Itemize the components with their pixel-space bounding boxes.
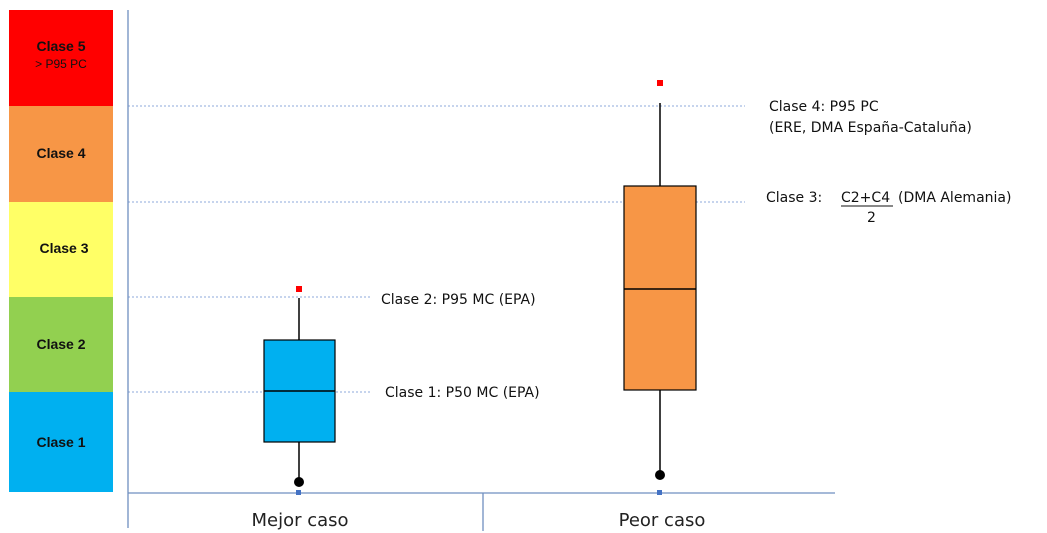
band-sublabel-clase-5: > P95 PC <box>35 57 87 71</box>
low-marker-peor-caso <box>657 490 662 495</box>
category-label-peor-caso: Peor caso <box>619 510 706 531</box>
band-label-clase-1: Clase 1 <box>36 434 85 450</box>
outlier-low-mejor-caso <box>294 477 304 487</box>
band-clase-2 <box>9 297 113 392</box>
boxplot-mejor-caso <box>263 286 336 495</box>
axes <box>127 10 835 531</box>
annotation-clase-3-suffix: (DMA Alemania) <box>898 190 1011 206</box>
band-clase-1 <box>9 392 113 492</box>
band-label-clase-2: Clase 2 <box>36 336 85 352</box>
band-label-clase-5: Clase 5 <box>36 38 85 54</box>
band-label-clase-4: Clase 4 <box>36 145 85 161</box>
annotation-clase-3-prefix: Clase 3: <box>766 190 822 206</box>
annotations: Clase 4: P95 PC (ERE, DMA España-Cataluñ… <box>381 99 1011 401</box>
outlier-high-peor-caso <box>657 80 663 86</box>
annotation-clase-2: Clase 2: P95 MC (EPA) <box>381 292 536 308</box>
class-legend: Clase 5 > P95 PC Clase 4 Clase 3 Clase 2… <box>9 10 113 492</box>
box-peor-caso <box>623 185 697 391</box>
category-labels: Mejor caso Peor caso <box>251 510 705 531</box>
annotation-clase-4-line2: (ERE, DMA España-Cataluña) <box>769 120 972 136</box>
band-clase-5 <box>9 10 113 106</box>
band-clase-4 <box>9 106 113 202</box>
band-label-clase-3: Clase 3 <box>39 240 88 256</box>
annotation-clase-1: Clase 1: P50 MC (EPA) <box>385 385 540 401</box>
outlier-high-mejor-caso <box>296 286 302 292</box>
outlier-low-peor-caso <box>655 470 665 480</box>
category-label-mejor-caso: Mejor caso <box>251 510 348 531</box>
annotation-clase-3-denominator: 2 <box>867 210 876 226</box>
annotation-clase-3-numerator: C2+C4 <box>841 190 890 206</box>
low-marker-mejor-caso <box>296 490 301 495</box>
band-clase-3 <box>9 202 113 297</box>
annotation-clase-4-line1: Clase 4: P95 PC <box>769 99 879 115</box>
boxplot-peor-caso <box>623 80 697 495</box>
